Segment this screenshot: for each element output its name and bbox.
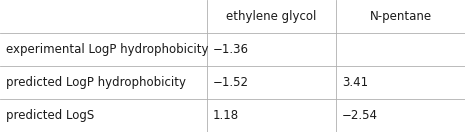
Text: predicted LogP hydrophobicity: predicted LogP hydrophobicity <box>6 76 186 89</box>
Text: 3.41: 3.41 <box>342 76 368 89</box>
Text: predicted LogS: predicted LogS <box>6 109 94 122</box>
Text: −2.54: −2.54 <box>342 109 378 122</box>
Text: −1.36: −1.36 <box>213 43 248 56</box>
Text: 1.18: 1.18 <box>213 109 239 122</box>
Text: −1.52: −1.52 <box>213 76 248 89</box>
Text: experimental LogP hydrophobicity: experimental LogP hydrophobicity <box>6 43 208 56</box>
Text: N-pentane: N-pentane <box>370 10 432 23</box>
Text: ethylene glycol: ethylene glycol <box>226 10 317 23</box>
